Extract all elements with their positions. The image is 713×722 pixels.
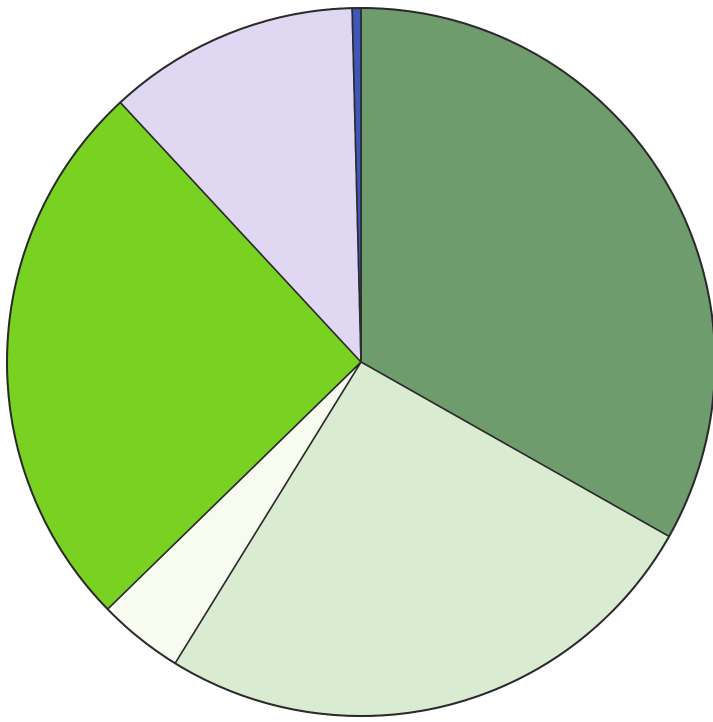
- pie-outline: [6, 7, 713, 717]
- pie-slices: [6, 7, 713, 717]
